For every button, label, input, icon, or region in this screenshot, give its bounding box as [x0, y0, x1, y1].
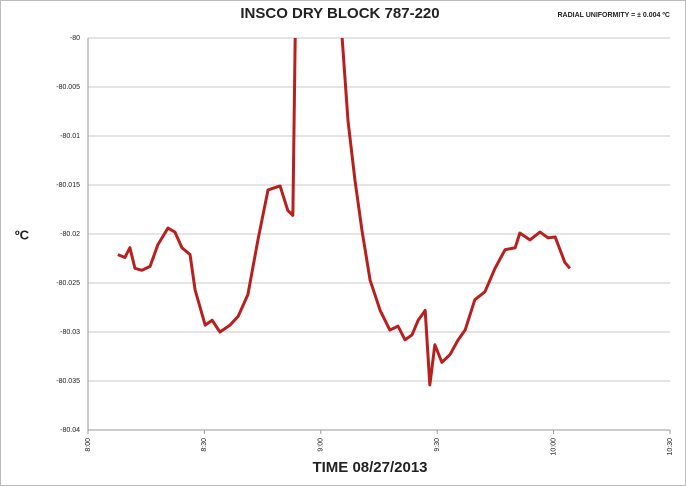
- y-tick-label: -80.02: [60, 231, 80, 238]
- x-axis-label: TIME 08/27/2013: [312, 459, 427, 476]
- x-tick-label: 8:30: [201, 438, 208, 452]
- y-tick-label: -80.035: [56, 378, 80, 385]
- x-tick-label: 10:30: [667, 438, 674, 456]
- y-tick-label: -80.04: [60, 427, 80, 434]
- y-tick-label: -80.015: [56, 182, 80, 189]
- x-tick-label: 8:00: [85, 438, 92, 452]
- y-axis-label: ºC: [15, 227, 30, 242]
- x-tick-label: 9:00: [318, 438, 325, 452]
- y-tick-label: -80.03: [60, 329, 80, 336]
- annotation: RADIAL UNIFORMITY = ± 0.004 ºC: [557, 12, 670, 19]
- chart-title: INSCO DRY BLOCK 787-220: [240, 5, 439, 22]
- y-tick-label: -80.005: [56, 84, 80, 91]
- x-tick-label: 10:00: [550, 438, 557, 456]
- y-tick-label: -80: [70, 35, 80, 42]
- x-tick-label: 9:30: [434, 438, 441, 452]
- y-tick-label: -80.025: [56, 280, 80, 287]
- y-tick-label: -80.01: [60, 133, 80, 140]
- data-line: [117, 38, 572, 387]
